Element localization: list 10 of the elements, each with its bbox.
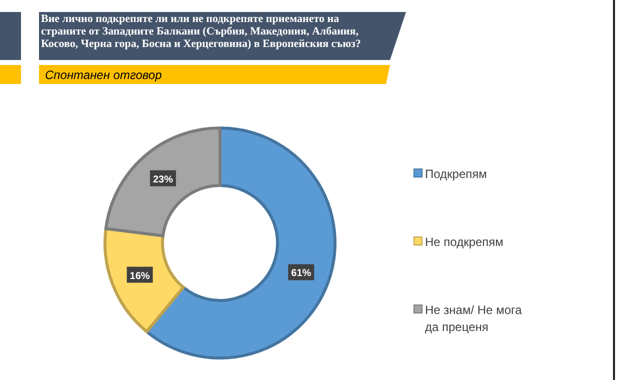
data-label: 23% xyxy=(152,174,174,186)
data-label: 61% xyxy=(291,268,312,280)
donut-slice xyxy=(104,227,185,334)
chart-subtitle: Спонтанен отговор xyxy=(45,68,162,82)
data-label: 16% xyxy=(130,270,150,282)
legend-label: Подкрепям xyxy=(425,167,487,181)
legend-label: Не знам/ Не мога да преценя xyxy=(425,303,522,334)
legend-label: Не подкрепям xyxy=(425,235,504,249)
chart-title: Вие лично подкрепяте ли или не подкрепяте приемането на страните от Западните Балкани (Сърбия, Македония, Албания, Косово, Черна гора, Босна и Херцеговина) в Европейския съюз? xyxy=(41,13,361,50)
donut-slice xyxy=(104,126,222,238)
